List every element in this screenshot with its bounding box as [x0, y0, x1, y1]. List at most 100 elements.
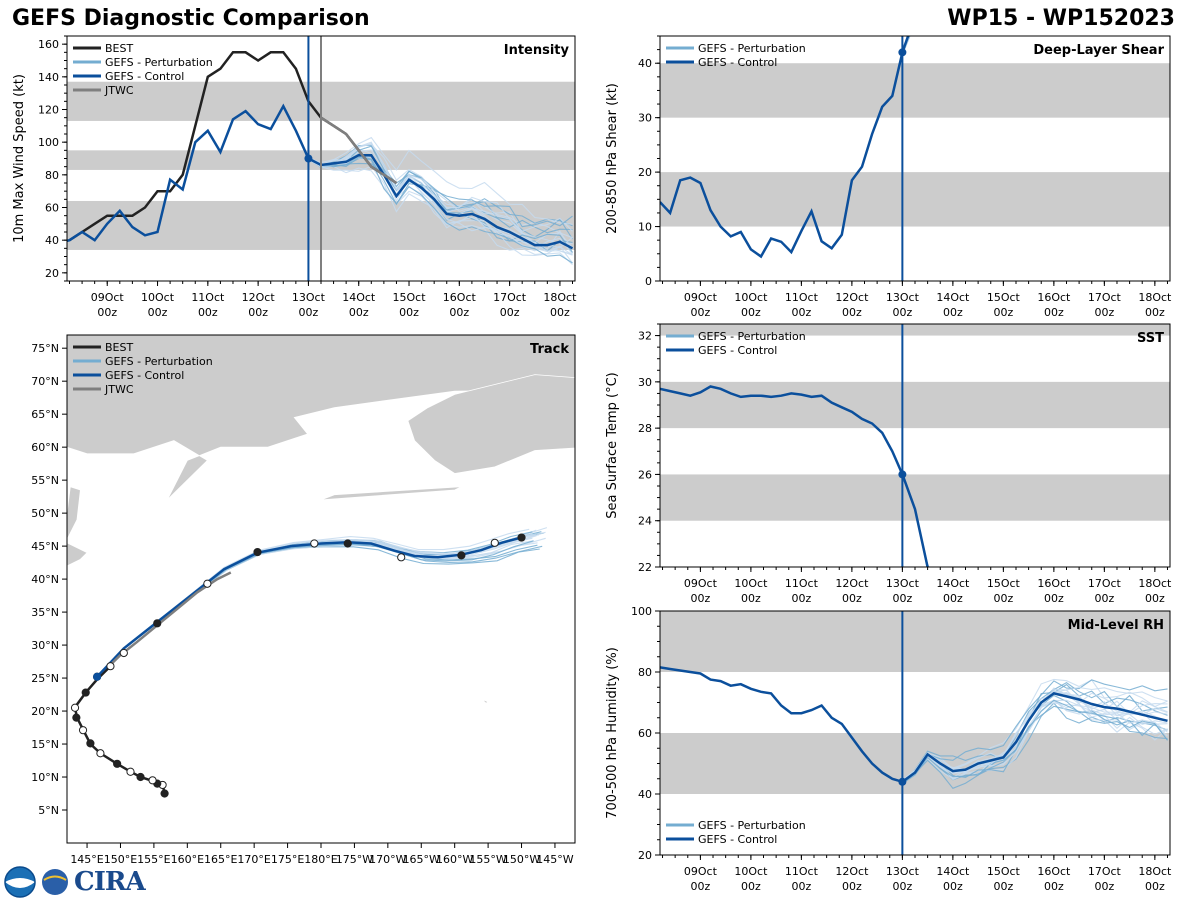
y-tick-label: 20 [638, 849, 652, 862]
x-tick-label-hour: 00z [892, 306, 912, 319]
track-point-marker [343, 539, 352, 548]
threshold-band [660, 172, 1170, 227]
storm-id-title: WP15 - WP152023 [947, 6, 1175, 31]
x-tick-label-date: 09Oct [684, 577, 718, 590]
map-area [67, 335, 575, 798]
legend-label-perturbation: GEFS - Perturbation [698, 330, 806, 343]
track-point-marker [160, 789, 169, 798]
ensemble-member-line [901, 682, 1168, 784]
y-tick-label: 100 [631, 605, 652, 618]
x-tick-label-hour: 00z [1094, 880, 1114, 893]
series-line-control [660, 36, 910, 259]
ensemble-member-line [901, 36, 909, 53]
lat-tick-label: 30°N [31, 639, 59, 652]
x-tick-label-hour: 00z [943, 592, 963, 605]
lat-tick-label: 25°N [31, 672, 59, 685]
ensemble-member-line [308, 141, 573, 266]
land-alaska [407, 374, 575, 474]
init-marker [898, 470, 907, 479]
x-tick-label-date: 18Oct [543, 291, 577, 304]
ensemble-member-line [901, 36, 909, 54]
land-sakhalin [67, 486, 81, 540]
cira-wordmark: CIRA [74, 867, 146, 897]
y-axis-label: 200-850 hPa Shear (kt) [605, 83, 620, 234]
x-tick-label-date: 09Oct [684, 291, 718, 304]
y-tick-label: 80 [45, 169, 59, 182]
ensemble-member-line [901, 36, 909, 56]
track-point-marker [136, 772, 145, 782]
x-tick-label-date: 09Oct [91, 291, 125, 304]
x-tick-label-date: 10Oct [734, 865, 768, 878]
track-point-marker [148, 776, 157, 785]
series-line-control [660, 666, 1168, 784]
ensemble-track-line [96, 540, 534, 678]
lat-tick-label: 60°N [31, 441, 59, 454]
y-tick-label: 40 [45, 234, 59, 247]
ensemble-member-line [901, 36, 909, 53]
threshold-band [660, 381, 1170, 429]
y-tick-label: 80 [638, 666, 652, 679]
panel-deep-layer-shear: 0 10 20 30 40 09Oct 00z 10Oct 00z 11Oct 00z 12Oct 00… [605, 35, 1172, 319]
lon-tick-label: 160°E [171, 853, 204, 866]
threshold-band [660, 63, 1170, 118]
x-tick-label-date: 17Oct [493, 291, 527, 304]
ensemble-member-line [901, 36, 910, 52]
y-tick-label: 160 [38, 38, 59, 51]
ensemble-member-line [901, 36, 911, 56]
x-tick-label-hour: 00z [691, 880, 711, 893]
x-tick-label-hour: 00z [399, 306, 419, 319]
track-point-marker [203, 579, 212, 588]
plot-area [660, 611, 1170, 794]
cira-globe-icon [42, 869, 68, 895]
x-tick-label-hour: 00z [842, 306, 862, 319]
lon-tick-label: 175°W [336, 853, 373, 866]
x-tick-label-hour: 00z [148, 306, 168, 319]
x-tick-label-hour: 00z [842, 880, 862, 893]
track-point-marker [70, 703, 80, 712]
legend-label-control: GEFS - Control [698, 56, 777, 69]
x-tick-label-hour: 00z [97, 306, 117, 319]
lat-tick-label: 5°N [38, 804, 59, 817]
ensemble-member-line [902, 702, 1168, 782]
lat-tick-label: 45°N [31, 540, 59, 553]
lon-tick-label: 150°W [503, 853, 540, 866]
lat-tick-label: 40°N [31, 573, 59, 586]
x-tick-label-hour: 00z [791, 306, 811, 319]
track-point-marker [81, 688, 90, 697]
track-line-best [73, 665, 166, 795]
x-tick-label-date: 17Oct [1088, 291, 1122, 304]
legend-label-jtwc: JTWC [104, 84, 134, 97]
x-tick-label-hour: 00z [349, 306, 369, 319]
track-point-marker [517, 533, 526, 542]
x-tick-label-hour: 00z [299, 306, 319, 319]
ensemble-member-line [901, 36, 910, 55]
x-tick-label-date: 13Oct [886, 865, 920, 878]
plot-area [67, 51, 575, 266]
y-tick-label: 40 [638, 57, 652, 70]
lon-tick-label: 155°W [469, 853, 506, 866]
ensemble-member-line [901, 36, 909, 50]
x-tick-label-hour: 00z [198, 306, 218, 319]
x-tick-label-hour: 00z [1094, 306, 1114, 319]
lon-tick-label: 145°E [70, 853, 103, 866]
series-line-jtwc [320, 116, 398, 185]
land-hawaii [482, 699, 489, 704]
ensemble-member-line [901, 36, 909, 54]
legend-label-control: GEFS - Control [698, 833, 777, 846]
y-tick-label: 140 [38, 71, 59, 84]
plot-area [660, 324, 1170, 567]
track-point-marker [86, 739, 95, 748]
ensemble-track-line [96, 531, 546, 678]
y-tick-label: 100 [38, 136, 59, 149]
x-tick-label-date: 13Oct [292, 291, 326, 304]
lon-tick-label: 155°E [137, 853, 170, 866]
legend-label-perturbation: GEFS - Perturbation [105, 355, 213, 368]
x-tick-label-hour: 00z [1145, 880, 1165, 893]
ensemble-track-line [96, 543, 543, 678]
x-tick-label-date: 16Oct [1037, 291, 1071, 304]
lon-tick-label: 150°E [104, 853, 137, 866]
panel-title: Intensity [504, 43, 570, 58]
ensemble-member-line [901, 36, 909, 53]
ensemble-member-line [308, 156, 573, 264]
lon-tick-label: 165°W [403, 853, 440, 866]
